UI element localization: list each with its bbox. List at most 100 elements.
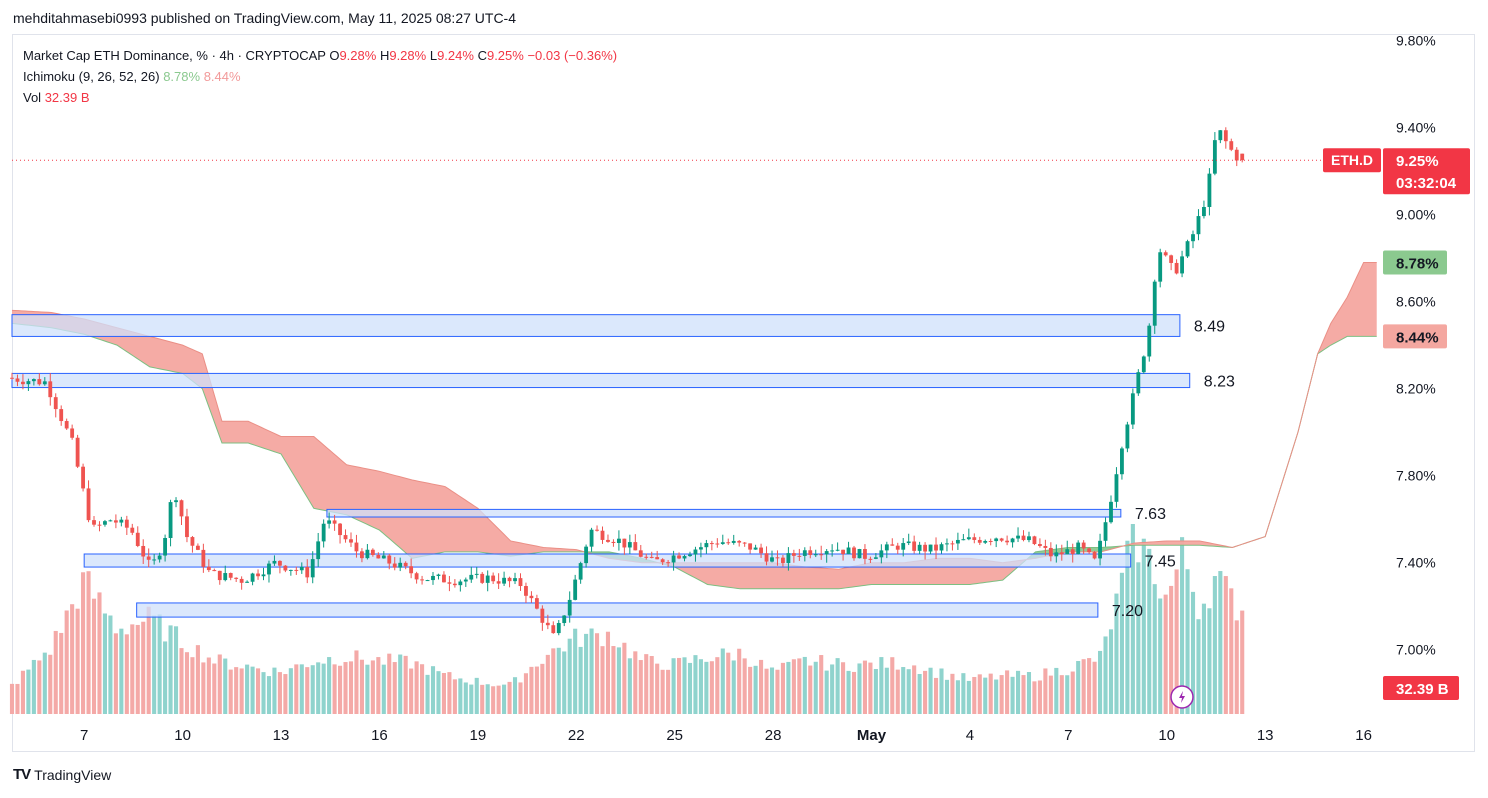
candle	[299, 562, 304, 574]
candle	[972, 533, 977, 544]
volume-bar	[463, 682, 468, 714]
candle	[753, 544, 758, 550]
x-tick-label: 25	[666, 727, 683, 744]
volume-bar	[1158, 598, 1163, 714]
candle	[442, 571, 446, 583]
symbol-ohlc-row[interactable]: Market Cap ETH Dominance, % · 4h · CRYPT…	[23, 45, 617, 66]
volume-bar	[600, 646, 605, 714]
candle-body	[983, 540, 988, 543]
candle	[699, 542, 703, 558]
candle	[64, 418, 69, 430]
candle	[130, 523, 135, 536]
volume-bar	[1037, 680, 1042, 714]
candle-body	[414, 573, 419, 580]
ichimoku-row[interactable]: Ichimoku (9, 26, 52, 26) 8.78% 8.44%	[23, 66, 617, 87]
candle	[92, 516, 96, 527]
candle	[524, 582, 528, 603]
volume-label: Vol	[23, 90, 42, 105]
volume-bar	[660, 669, 665, 714]
volume-bar	[1136, 562, 1141, 714]
candle	[1070, 543, 1075, 563]
candle	[1152, 279, 1157, 334]
volume-bar	[999, 675, 1004, 714]
candle	[1240, 153, 1245, 163]
candle-body	[469, 574, 474, 580]
candle-body	[250, 573, 255, 582]
candle	[283, 565, 288, 573]
candle	[234, 577, 239, 583]
candle	[206, 559, 211, 573]
volume-bar	[994, 679, 999, 714]
candle	[890, 538, 895, 546]
volume-bar	[540, 663, 545, 714]
volume-bar	[425, 674, 430, 714]
candle-body	[212, 570, 217, 572]
candle	[338, 522, 342, 544]
candle	[863, 544, 867, 565]
candle-body	[934, 544, 938, 551]
volume-bar	[502, 684, 507, 714]
x-tick-label: 7	[1064, 727, 1072, 744]
candle-body	[1016, 535, 1020, 539]
candle-body	[381, 555, 386, 559]
candle	[606, 534, 610, 543]
candle-body	[1103, 522, 1108, 541]
volume-label: 32.39 B	[1383, 676, 1459, 700]
zone-label: 7.45	[1145, 554, 1176, 571]
candle	[103, 519, 107, 527]
candle-body	[994, 538, 999, 542]
volume-row[interactable]: Vol 32.39 B	[23, 87, 617, 108]
candle-body	[912, 541, 917, 551]
candle-body	[387, 555, 392, 564]
candle	[113, 514, 118, 529]
candle-body	[1032, 536, 1037, 545]
volume-bar	[901, 667, 906, 714]
candle-body	[310, 559, 315, 578]
candle-body	[781, 557, 785, 564]
zone-box	[11, 372, 1191, 389]
candle-body	[699, 547, 703, 550]
candle-body	[392, 563, 397, 568]
candle	[704, 539, 709, 554]
candle	[223, 565, 228, 582]
candle-body	[1065, 549, 1070, 555]
candle-body	[917, 544, 922, 551]
volume-bar	[731, 660, 736, 714]
volume-bar	[562, 651, 567, 714]
candle-body	[217, 570, 222, 581]
candle-body	[562, 615, 567, 624]
volume-bar	[392, 662, 397, 714]
replay-icon[interactable]	[1170, 685, 1194, 709]
volume-bar	[354, 650, 359, 714]
candle-body	[37, 379, 42, 385]
candle-body	[502, 577, 506, 584]
candle-body	[573, 579, 578, 600]
candle-body	[928, 544, 933, 552]
candle-body	[474, 573, 479, 575]
candle-body	[966, 537, 971, 540]
volume-bar	[912, 665, 917, 714]
candle	[912, 535, 917, 554]
volume-bar	[841, 662, 846, 714]
tradingview-footer[interactable]: TV TradingView	[13, 766, 111, 783]
volume-bar	[376, 657, 381, 714]
candle-body	[606, 539, 610, 542]
volume-bar	[234, 667, 239, 714]
volume-bar	[1234, 620, 1239, 714]
candle	[1027, 531, 1031, 543]
volume-bar	[42, 652, 47, 714]
candle-body	[1076, 542, 1081, 555]
candle-body	[354, 542, 359, 552]
volume-bar	[950, 673, 955, 714]
volume-bar	[764, 668, 769, 714]
volume-bar	[977, 674, 982, 714]
volume-bar	[250, 666, 255, 714]
candle	[994, 537, 999, 548]
candle	[1120, 446, 1124, 480]
candle	[1147, 323, 1152, 362]
candle	[469, 566, 474, 583]
volume-bar	[1108, 629, 1114, 714]
candle	[21, 374, 25, 390]
volume-bar	[879, 657, 884, 714]
